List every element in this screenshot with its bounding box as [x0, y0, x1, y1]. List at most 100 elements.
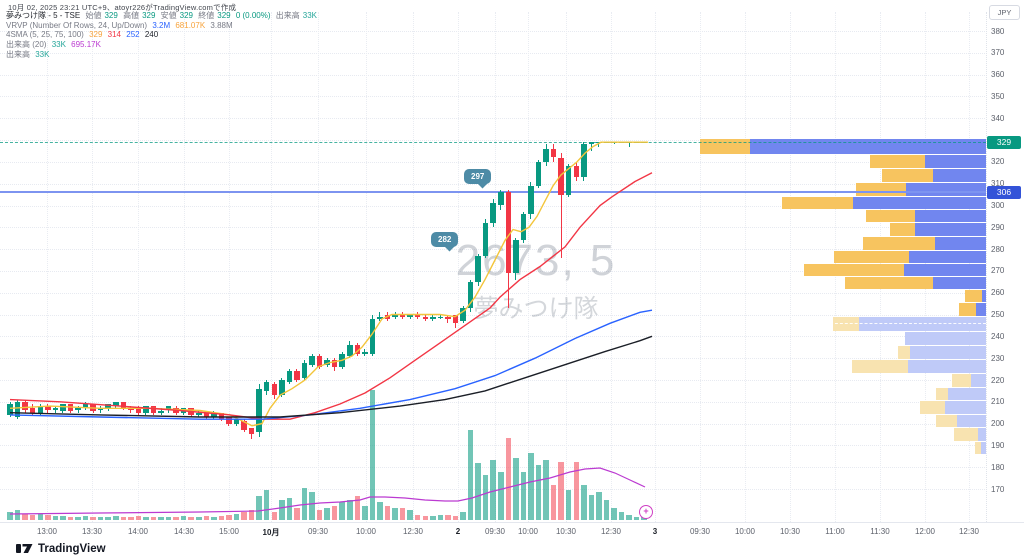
candle[interactable] — [45, 406, 51, 411]
candle[interactable] — [369, 318, 376, 354]
tradingview-logo[interactable]: TradingView — [16, 542, 106, 555]
candle[interactable] — [430, 316, 436, 319]
candle[interactable] — [165, 406, 172, 411]
candle[interactable] — [67, 404, 74, 411]
candle[interactable] — [513, 240, 519, 274]
volume-bar — [520, 472, 527, 520]
candle[interactable] — [52, 408, 58, 411]
candle[interactable] — [384, 314, 391, 319]
candle[interactable] — [498, 192, 504, 206]
candle[interactable] — [14, 401, 21, 418]
legend-vrvp-row[interactable]: VRVP (Number Of Rows, 24, Up/Down) 3.2M … — [6, 21, 320, 31]
candle[interactable] — [128, 408, 134, 411]
candle[interactable] — [226, 417, 232, 424]
candle[interactable] — [286, 371, 293, 383]
candle[interactable] — [90, 404, 96, 411]
candle[interactable] — [113, 401, 119, 407]
candle[interactable] — [241, 421, 247, 431]
candle[interactable] — [452, 314, 459, 324]
candle[interactable] — [203, 412, 209, 418]
candle[interactable] — [37, 406, 43, 413]
legend-symbol-row[interactable]: 夢みつけ隊 - 5 - TSE 始値 329 高値 329 安値 329 終値 329 … — [6, 11, 320, 21]
candle[interactable] — [173, 408, 179, 413]
candle[interactable] — [399, 314, 406, 317]
candle[interactable] — [218, 412, 225, 420]
candle[interactable] — [565, 166, 572, 195]
candle[interactable] — [196, 412, 202, 415]
candle[interactable] — [535, 161, 542, 186]
profile-row-down — [890, 223, 915, 236]
candle[interactable] — [301, 362, 308, 378]
candle[interactable] — [520, 214, 527, 241]
candle[interactable] — [82, 404, 89, 409]
candle[interactable] — [233, 419, 240, 424]
profile-row-up — [909, 251, 986, 263]
candle-wick — [145, 406, 147, 415]
candle[interactable] — [437, 316, 444, 318]
candle[interactable] — [294, 371, 300, 380]
profile-row-down — [782, 197, 853, 209]
candle[interactable] — [331, 360, 338, 367]
volume-bar — [301, 488, 308, 520]
candle[interactable] — [316, 356, 323, 367]
candle[interactable] — [475, 255, 481, 282]
candle[interactable] — [460, 308, 466, 322]
candle[interactable] — [445, 316, 451, 319]
horizontal-level-line[interactable] — [0, 191, 986, 194]
candle[interactable] — [105, 404, 111, 409]
candle[interactable] — [271, 384, 277, 396]
candle[interactable] — [188, 408, 194, 415]
candle[interactable] — [550, 148, 557, 158]
candle[interactable] — [211, 412, 217, 418]
candle[interactable] — [75, 408, 81, 411]
volume-bar — [52, 516, 58, 520]
candle[interactable] — [150, 406, 157, 413]
candle[interactable] — [29, 408, 36, 413]
candle[interactable] — [482, 222, 489, 256]
price-callout[interactable]: 297 — [464, 169, 492, 189]
price-callout[interactable]: 282 — [431, 232, 459, 252]
candle[interactable] — [505, 192, 512, 274]
currency-toggle[interactable]: JPY — [989, 5, 1020, 20]
candle[interactable] — [120, 401, 126, 409]
candle[interactable] — [354, 345, 361, 354]
candle[interactable] — [528, 185, 534, 215]
candle[interactable] — [256, 388, 262, 433]
candle-wick — [152, 406, 154, 415]
candle[interactable] — [135, 408, 142, 413]
candle[interactable] — [263, 382, 270, 391]
candle[interactable] — [573, 166, 579, 178]
candle[interactable] — [347, 345, 353, 356]
legend-volume-row[interactable]: 出来高 33K — [6, 50, 320, 60]
candle[interactable] — [7, 404, 13, 415]
chart-marker-icon[interactable]: + — [639, 505, 653, 519]
candle[interactable] — [407, 314, 413, 317]
candle[interactable] — [279, 380, 285, 396]
candle[interactable] — [248, 427, 255, 435]
legend-volma-row[interactable]: 出来高 (20) 33K 695.17K — [6, 40, 320, 50]
candle[interactable] — [558, 157, 564, 195]
candle[interactable] — [324, 360, 330, 365]
candle[interactable] — [581, 144, 587, 178]
candle[interactable] — [543, 148, 549, 162]
candle[interactable] — [180, 408, 187, 413]
candle[interactable] — [339, 353, 345, 367]
candle[interactable] — [158, 410, 164, 413]
candle[interactable] — [309, 356, 315, 365]
volume-bar — [482, 475, 489, 520]
legend-sma-row[interactable]: 4SMA (5, 25, 75, 100) 329 314 252 240 — [6, 30, 320, 40]
candle[interactable] — [377, 316, 383, 319]
candle[interactable] — [362, 351, 368, 354]
candle[interactable] — [392, 314, 398, 317]
candle[interactable] — [22, 401, 28, 411]
candle[interactable] — [414, 314, 421, 317]
candle[interactable] — [97, 408, 104, 411]
candle[interactable] — [422, 316, 428, 319]
candle-wick — [424, 314, 426, 321]
grid-line-vertical — [880, 12, 881, 522]
candle[interactable] — [60, 404, 66, 411]
candle[interactable] — [143, 406, 149, 413]
candle[interactable] — [467, 281, 474, 308]
candle[interactable] — [490, 203, 496, 223]
